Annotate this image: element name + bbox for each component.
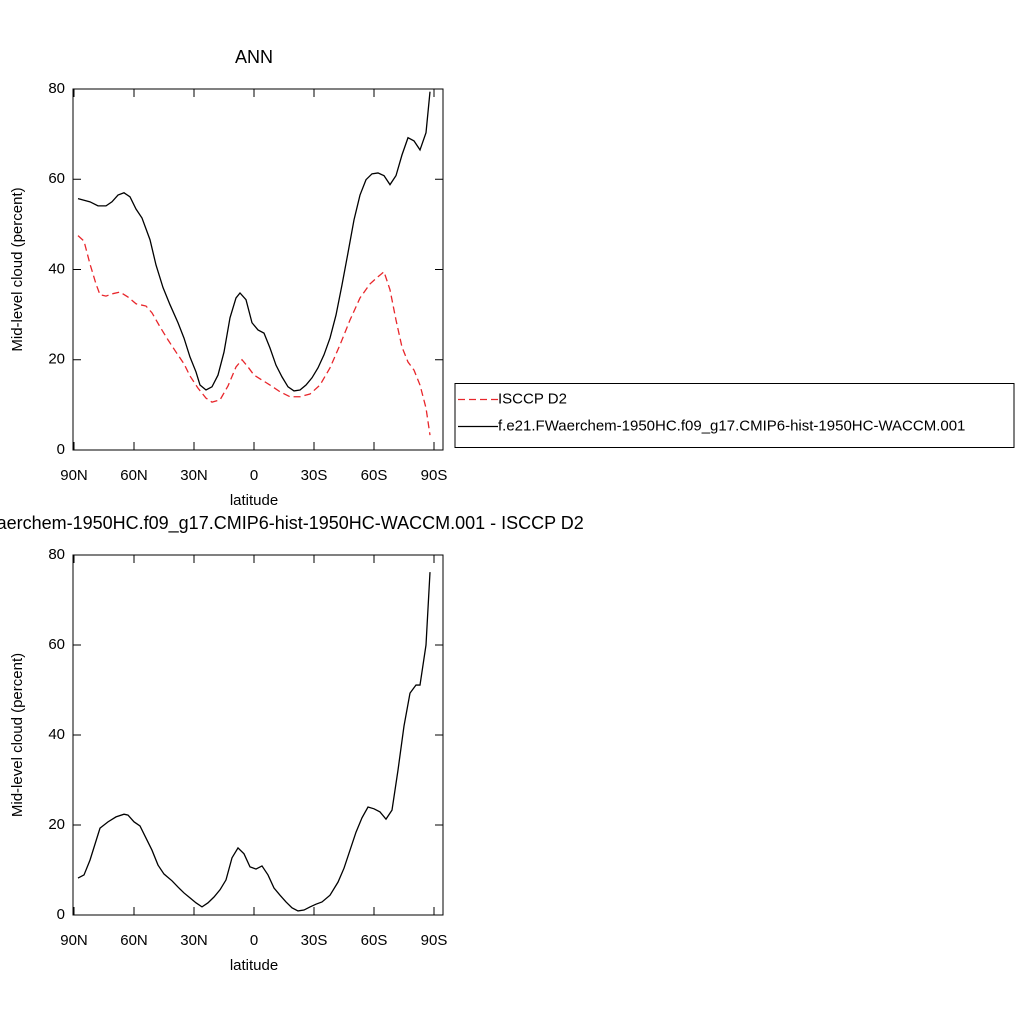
x-tick-label: 90S — [421, 932, 448, 949]
x-tick-label: 30S — [301, 932, 328, 949]
x-tick-label: 90S — [421, 467, 448, 484]
y-tick-label: 0 — [57, 906, 65, 923]
x-tick-label: 60N — [120, 932, 148, 949]
legend-label: ISCCP D2 — [498, 390, 567, 407]
y-tick-label: 80 — [48, 546, 65, 563]
x-tick-label: 60S — [361, 932, 388, 949]
series-line — [77, 235, 431, 436]
chart-title: ANN — [235, 47, 273, 67]
x-tick-label: 30S — [301, 467, 328, 484]
x-tick-label: 30N — [180, 932, 208, 949]
legend-label: f.e21.FWaerchem-1950HC.f09_g17.CMIP6-his… — [498, 417, 965, 434]
x-tick-label: 0 — [250, 467, 258, 484]
y-tick-label: 20 — [48, 816, 65, 833]
x-tick-label: 30N — [180, 467, 208, 484]
y-tick-label: 60 — [48, 636, 65, 653]
x-tick-label: 0 — [250, 932, 258, 949]
y-tick-label: 80 — [48, 80, 65, 97]
x-axis-label: latitude — [230, 492, 278, 509]
x-tick-label: 60N — [120, 467, 148, 484]
y-tick-label: 20 — [48, 351, 65, 368]
x-tick-label: 90N — [60, 467, 88, 484]
plot-frame — [72, 554, 444, 916]
plot-frame — [72, 88, 444, 451]
y-tick-label: 40 — [48, 726, 65, 743]
y-axis-label: Mid-level cloud (percent) — [9, 653, 26, 817]
x-tick-label: 60S — [361, 467, 388, 484]
y-axis-label: Mid-level cloud (percent) — [9, 187, 26, 351]
x-axis-label: latitude — [230, 957, 278, 974]
legend-frame — [454, 383, 1015, 448]
y-tick-label: 60 — [48, 170, 65, 187]
chart-title: f.e21.FWaerchem-1950HC.f09_g17.CMIP6-his… — [0, 513, 584, 534]
series-line — [77, 91, 431, 392]
series-line — [77, 572, 431, 912]
y-tick-label: 0 — [57, 441, 65, 458]
x-tick-label: 90N — [60, 932, 88, 949]
y-tick-label: 40 — [48, 260, 65, 277]
